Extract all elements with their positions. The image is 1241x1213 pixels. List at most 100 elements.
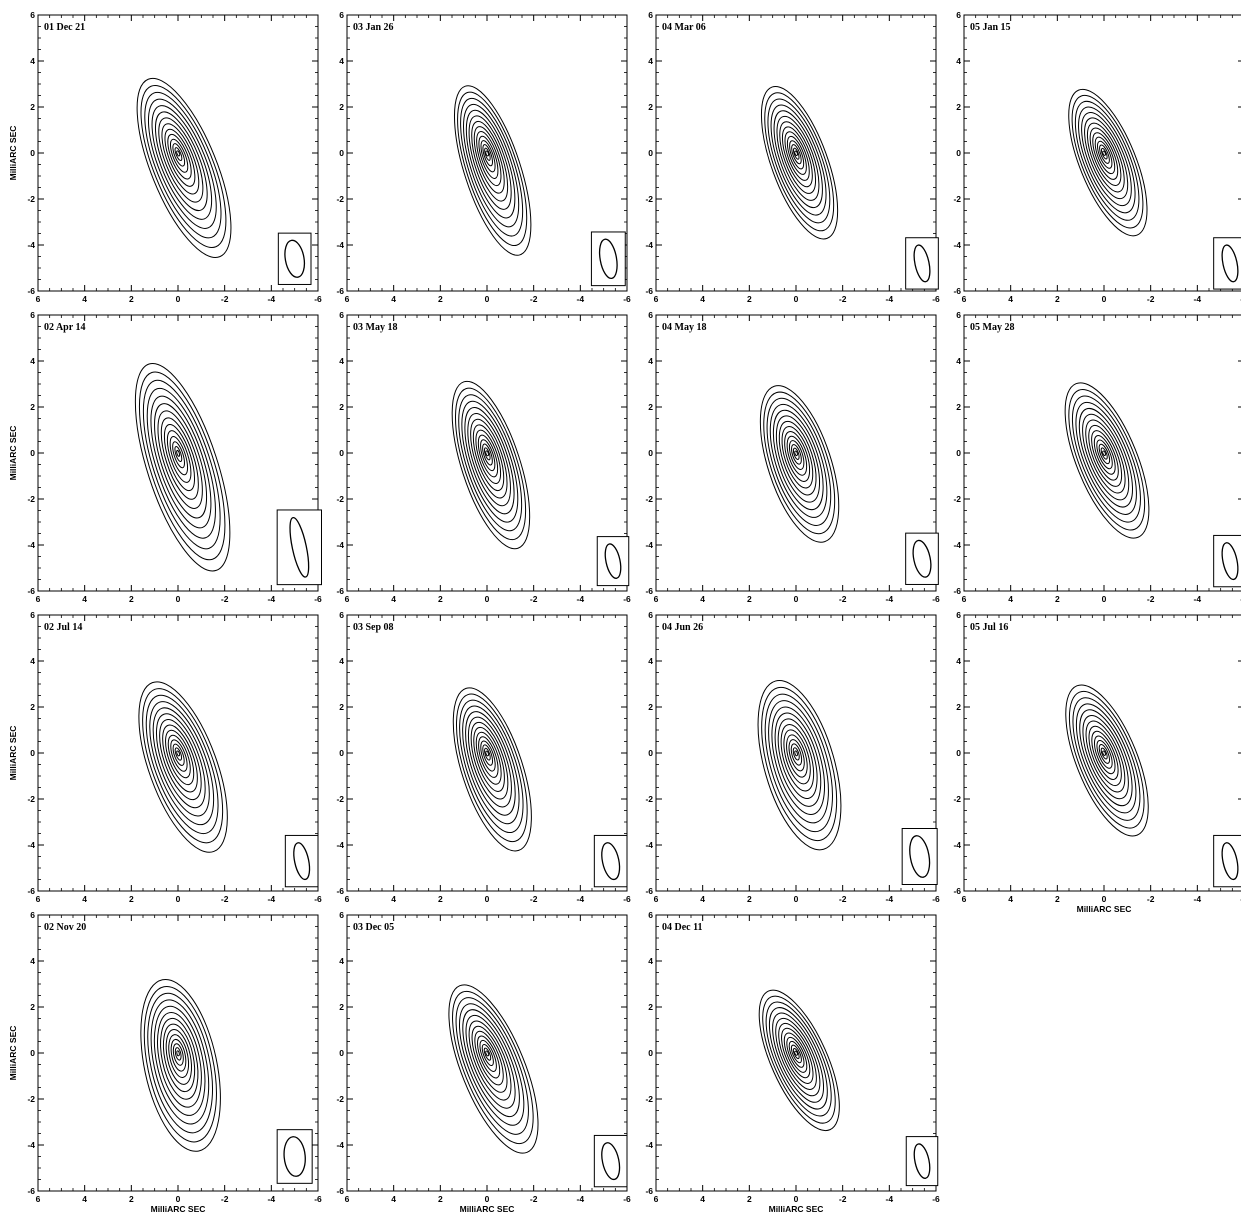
y-tick-label: 2 <box>30 102 35 112</box>
restoring-beam-ellipse <box>284 239 306 278</box>
x-tick-label: -4 <box>577 894 585 904</box>
x-tick-label: 4 <box>700 594 705 604</box>
x-tick-label: -6 <box>314 294 322 304</box>
panel-epoch-label: 03 Sep 08 <box>353 622 394 633</box>
plot-frame <box>37 14 319 292</box>
y-tick-label: 6 <box>648 910 653 920</box>
x-tick-label: 0 <box>485 894 490 904</box>
contour-level <box>1088 725 1122 787</box>
contour-level <box>791 144 802 165</box>
y-tick-label: -2 <box>336 794 344 804</box>
contour-set <box>759 385 840 543</box>
y-tick-label: 6 <box>339 910 344 920</box>
x-tick-label: 2 <box>1055 294 1060 304</box>
contour-level <box>150 999 210 1125</box>
x-tick-label: -2 <box>1147 894 1155 904</box>
contour-level <box>1097 140 1113 169</box>
x-tick-label: 2 <box>129 894 134 904</box>
contour-level <box>478 135 499 179</box>
contour-level <box>769 403 828 518</box>
contour-level <box>1068 690 1145 829</box>
contour-level <box>482 144 493 167</box>
contour-set <box>140 978 221 1152</box>
contour-level <box>788 440 805 470</box>
contour-level <box>778 1022 817 1090</box>
contour-level <box>480 740 496 772</box>
contour-level <box>461 400 519 523</box>
contour-level <box>452 990 534 1145</box>
contour-level <box>1102 450 1106 456</box>
plot-frame <box>655 614 937 892</box>
contour-level <box>772 409 824 511</box>
contour-level <box>771 706 825 815</box>
x-tick-label: -2 <box>530 894 538 904</box>
y-tick-label: -2 <box>645 794 653 804</box>
contour-level <box>1093 735 1116 775</box>
panel-2: 6 6 4 4 2 2 0 0 -2 -2 -4 -4 -6 -6 03 Jan 26 <box>336 10 631 304</box>
contour-level <box>759 385 840 543</box>
contour-level <box>1096 739 1113 769</box>
contour-level <box>766 397 832 526</box>
contour-level <box>476 131 502 187</box>
y-tick-label: 6 <box>339 610 344 620</box>
restoring-beam-ellipse <box>598 238 618 280</box>
x-tick-label: -2 <box>1147 594 1155 604</box>
panel-15: 6 6 4 4 2 2 0 0 -2 -2 -4 -4 -6 -6 04 Dec 11 MilliARC SE… <box>645 910 940 1213</box>
contour-level <box>159 719 202 801</box>
contour-level <box>142 379 221 550</box>
x-tick-label: -6 <box>932 894 940 904</box>
x-tick-label: 6 <box>36 1194 41 1204</box>
contour-level <box>451 380 531 550</box>
contour-level <box>147 992 213 1134</box>
y-tick-label: 4 <box>30 56 35 66</box>
contour-level <box>779 121 817 194</box>
beam-box <box>277 232 312 285</box>
contour-level <box>1082 715 1129 800</box>
y-tick-label: -6 <box>336 286 344 296</box>
x-tick-label: 4 <box>700 294 705 304</box>
contour-level <box>1091 730 1119 780</box>
panel-epoch-label: 03 Jan 26 <box>353 22 394 33</box>
contour-set <box>757 679 842 851</box>
plot-frame <box>346 314 628 592</box>
x-tick-label: 2 <box>1055 894 1060 904</box>
contour-level <box>774 712 822 807</box>
contour-level <box>760 85 839 240</box>
y-tick-label: -6 <box>645 586 653 596</box>
x-tick-label: -2 <box>1147 294 1155 304</box>
restoring-beam-ellipse <box>601 842 621 881</box>
x-tick-label: 2 <box>747 594 752 604</box>
contour-level <box>477 1035 501 1079</box>
contour-level <box>472 424 505 492</box>
contour-level <box>781 126 813 188</box>
contour-level <box>780 724 815 792</box>
contour-level <box>792 447 800 460</box>
y-tick-label: -6 <box>645 886 653 896</box>
contour-level <box>1071 395 1141 523</box>
contour-level <box>1102 150 1106 156</box>
contour-set <box>1064 382 1150 539</box>
panel-epoch-label: 02 Jul 14 <box>44 622 82 633</box>
contour-level <box>140 978 221 1152</box>
x-tick-label: -4 <box>1194 294 1202 304</box>
x-tick-label: -4 <box>268 294 276 304</box>
beam-box <box>596 536 630 587</box>
contour-level <box>166 430 192 483</box>
restoring-beam-ellipse <box>1221 244 1239 283</box>
x-tick-label: 2 <box>129 294 134 304</box>
contour-level <box>761 686 838 842</box>
y-tick-label: -4 <box>953 540 961 550</box>
contour-level <box>762 995 836 1124</box>
y-tick-label: -4 <box>336 540 344 550</box>
panel-epoch-label: 02 Nov 20 <box>44 922 86 933</box>
beam-box <box>901 828 938 885</box>
contour-level <box>764 693 833 833</box>
contour-level <box>786 1036 808 1073</box>
x-tick-label: 2 <box>129 1194 134 1204</box>
contour-level <box>151 105 213 220</box>
contour-level <box>473 126 505 194</box>
contour-level <box>767 98 831 224</box>
restoring-beam-ellipse <box>909 835 931 878</box>
y-tick-label: 6 <box>30 10 35 20</box>
